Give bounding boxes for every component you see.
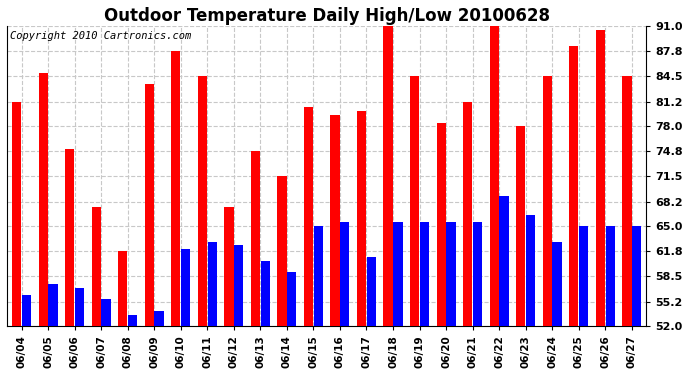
Bar: [463, 102, 473, 326]
Bar: [261, 261, 270, 326]
Bar: [171, 51, 181, 326]
Bar: [340, 222, 350, 326]
Bar: [304, 107, 313, 326]
Bar: [516, 126, 525, 326]
Bar: [500, 195, 509, 326]
Bar: [92, 207, 101, 326]
Bar: [606, 226, 615, 326]
Bar: [579, 226, 589, 326]
Bar: [250, 151, 260, 326]
Bar: [420, 222, 429, 326]
Text: Copyright 2010 Cartronics.com: Copyright 2010 Cartronics.com: [10, 31, 191, 41]
Bar: [39, 73, 48, 326]
Bar: [446, 222, 455, 326]
Bar: [542, 76, 552, 326]
Bar: [595, 30, 605, 326]
Bar: [331, 115, 339, 326]
Bar: [357, 111, 366, 326]
Bar: [553, 242, 562, 326]
Bar: [287, 272, 297, 326]
Bar: [12, 102, 21, 326]
Bar: [526, 215, 535, 326]
Bar: [437, 123, 446, 326]
Bar: [198, 76, 207, 326]
Bar: [118, 251, 128, 326]
Bar: [48, 284, 58, 326]
Bar: [490, 27, 499, 326]
Bar: [632, 226, 642, 326]
Bar: [181, 249, 190, 326]
Bar: [65, 149, 75, 326]
Bar: [622, 76, 631, 326]
Bar: [224, 207, 233, 326]
Title: Outdoor Temperature Daily High/Low 20100628: Outdoor Temperature Daily High/Low 20100…: [104, 7, 550, 25]
Bar: [155, 311, 164, 326]
Bar: [473, 222, 482, 326]
Bar: [277, 176, 286, 326]
Bar: [569, 46, 578, 326]
Bar: [128, 315, 137, 326]
Bar: [145, 84, 154, 326]
Bar: [384, 22, 393, 326]
Bar: [410, 76, 420, 326]
Bar: [208, 242, 217, 326]
Bar: [234, 246, 244, 326]
Bar: [75, 288, 84, 326]
Bar: [393, 222, 402, 326]
Bar: [314, 226, 323, 326]
Bar: [101, 299, 110, 326]
Bar: [367, 257, 376, 326]
Bar: [22, 296, 31, 326]
